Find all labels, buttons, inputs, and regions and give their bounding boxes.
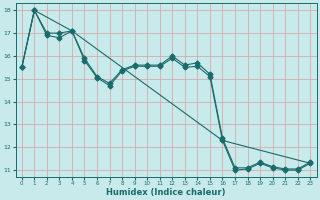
X-axis label: Humidex (Indice chaleur): Humidex (Indice chaleur) <box>106 188 226 197</box>
